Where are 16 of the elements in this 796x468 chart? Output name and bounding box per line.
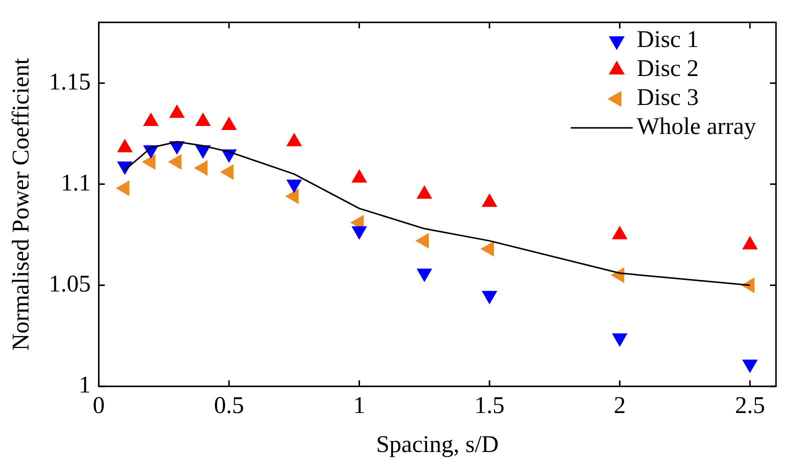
- x-tick-label: 0.5: [214, 393, 244, 420]
- legend-label: Disc 2: [636, 56, 699, 82]
- legend-label: Disc 3: [636, 85, 699, 112]
- x-tick-label: 1.5: [474, 393, 504, 420]
- x-axis-title: Spacing, s/D: [376, 432, 499, 458]
- legend-label: Disc 1: [636, 27, 699, 54]
- x-tick-label: 2.5: [734, 393, 765, 420]
- legend-label: Whole array: [636, 114, 756, 140]
- y-tick-label: 1: [78, 372, 91, 399]
- y-axis-title: Normalised Power Coefficient: [8, 58, 35, 351]
- x-tick-label: 0: [92, 393, 105, 420]
- y-tick-label: 1.1: [60, 170, 91, 196]
- x-tick-label: 1: [353, 393, 366, 420]
- x-tick-label: 2: [614, 393, 626, 420]
- y-tick-label: 1.15: [48, 69, 91, 96]
- y-tick-label: 1.05: [48, 272, 91, 298]
